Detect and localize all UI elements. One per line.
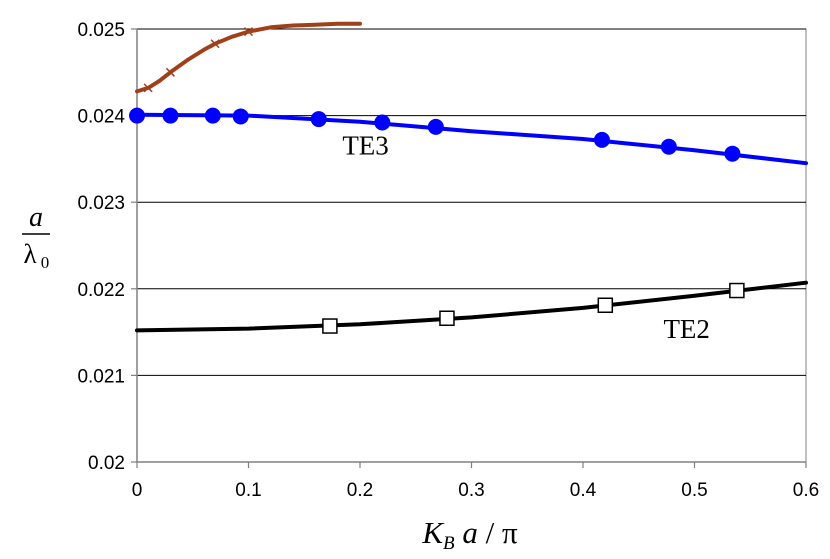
data-point-te3 — [204, 107, 221, 124]
data-point-te2 — [729, 282, 745, 299]
data-point-te4 — [210, 39, 220, 49]
curve-label-te2: TE2 — [663, 314, 710, 344]
data-point-te3 — [374, 114, 391, 131]
x-tick-label: 0.1 — [235, 480, 261, 501]
y-tick-label: 0.021 — [77, 366, 125, 387]
y-tick-label: 0.024 — [77, 107, 125, 128]
y-axis-label-numerator: a — [29, 202, 43, 233]
data-point-te4 — [165, 67, 175, 77]
y-axis-label-denominator-sub: 0 — [41, 253, 50, 272]
y-tick-label: 0.022 — [77, 280, 125, 301]
data-point-te2 — [322, 318, 338, 334]
x-axis-label-main: K — [421, 515, 445, 550]
curve-label-te3: TE3 — [342, 131, 389, 161]
x-tick-label: 0.5 — [681, 480, 707, 501]
data-point-te3 — [129, 107, 145, 124]
x-axis-label-a: a — [455, 515, 478, 550]
series-te3 — [129, 107, 808, 166]
data-point-te3 — [162, 107, 179, 124]
x-axis-label: KB a / π — [421, 515, 518, 554]
series-layer — [129, 21, 808, 334]
data-point-te3 — [232, 108, 249, 125]
ticks: 0.02 0.021 0.022 0.023 0.024 0.025 0 0.1 0.2 0.3 0… — [77, 20, 819, 501]
data-point-te3 — [593, 131, 610, 148]
plot-area — [136, 28, 807, 463]
y-axis-label-denominator: λ — [23, 239, 36, 269]
data-point-te4 — [243, 27, 254, 37]
data-point-stroke — [165, 67, 175, 77]
x-tick-label: 0.4 — [570, 480, 597, 501]
y-tick-label: 0.02 — [88, 453, 125, 474]
data-point-te3 — [427, 118, 444, 135]
x-tick-label: 0 — [132, 480, 143, 501]
x-tick-label: 0.3 — [458, 480, 484, 501]
series-te2 — [135, 280, 808, 334]
y-tick-label: 0.025 — [77, 20, 125, 41]
x-tick-label: 0.6 — [793, 480, 819, 501]
x-axis-label-rest: / π — [478, 515, 518, 550]
data-point-te4 — [143, 83, 153, 93]
data-point-stroke — [143, 83, 153, 93]
series-line-te4 — [135, 21, 362, 94]
x-tick-label: 0.2 — [347, 480, 373, 501]
series-te4 — [135, 21, 362, 94]
series-line-te2 — [135, 280, 808, 333]
x-axis-label-sub: B — [443, 533, 455, 554]
y-tick-label: 0.023 — [77, 193, 125, 214]
data-point-te2 — [439, 310, 455, 326]
data-point-te3 — [310, 111, 327, 128]
data-point-te3 — [660, 138, 677, 155]
data-point-stroke — [210, 39, 220, 49]
data-point-te2 — [597, 297, 614, 314]
annotations: TE3 TE2 — [342, 131, 710, 345]
data-point-stroke — [243, 27, 254, 37]
y-axis-label: a λ 0 — [22, 202, 50, 272]
data-point-te3 — [724, 145, 741, 162]
